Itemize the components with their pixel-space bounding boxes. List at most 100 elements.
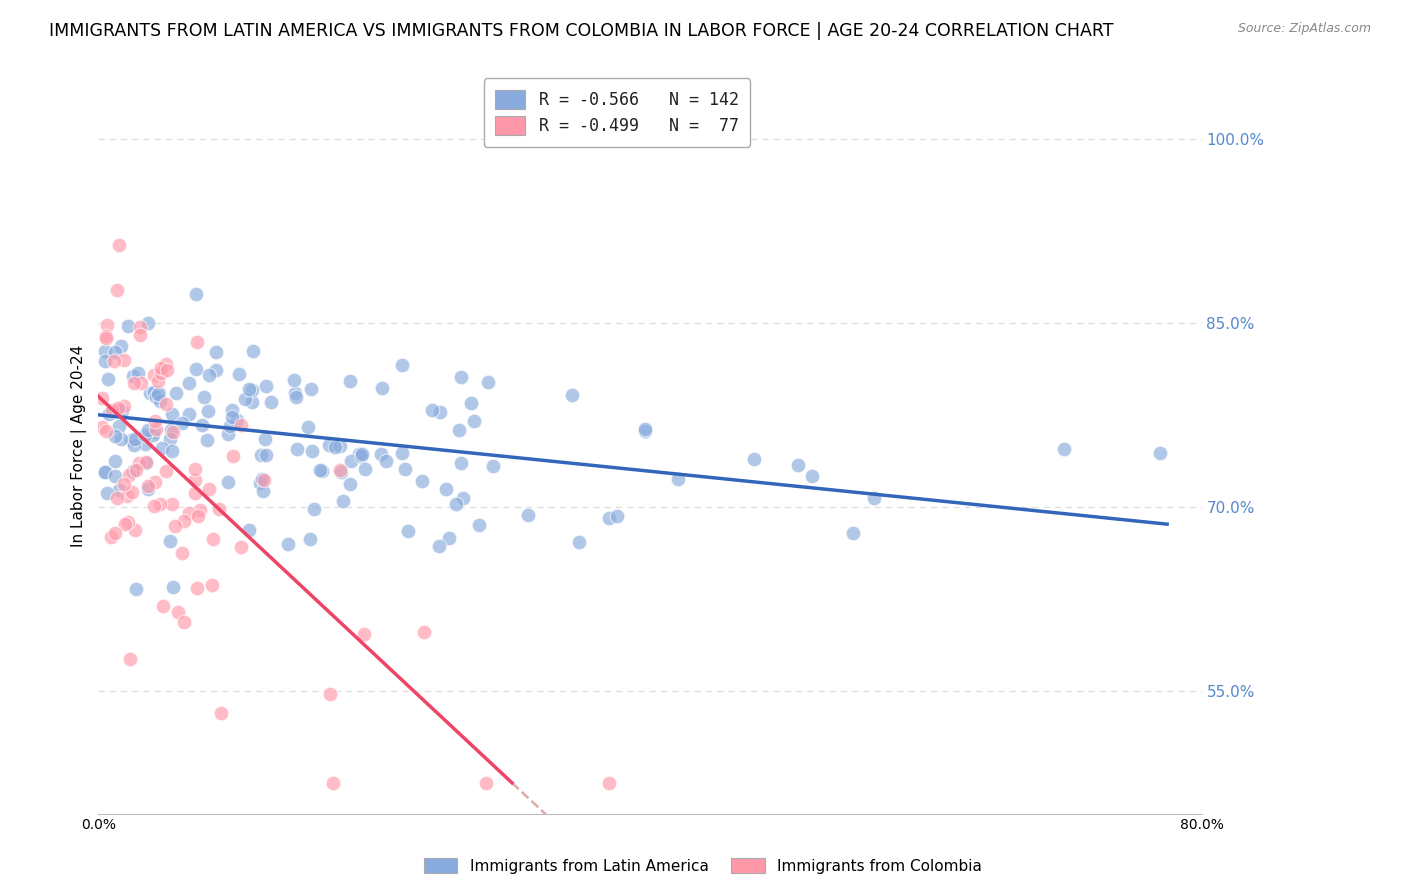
Point bbox=[104, 429, 127, 443]
Point bbox=[96, 485, 118, 500]
Point bbox=[118, 651, 141, 665]
Point bbox=[184, 473, 207, 487]
Point bbox=[146, 387, 169, 401]
Point bbox=[347, 447, 370, 461]
Point bbox=[427, 539, 450, 553]
Point bbox=[186, 334, 208, 349]
Point bbox=[238, 382, 260, 396]
Point bbox=[107, 238, 129, 252]
Point bbox=[105, 491, 128, 506]
Point bbox=[145, 422, 167, 436]
Point bbox=[209, 706, 232, 721]
Point bbox=[143, 414, 166, 428]
Point bbox=[112, 399, 135, 413]
Point bbox=[94, 329, 117, 343]
Point bbox=[339, 374, 361, 388]
Point bbox=[103, 353, 125, 368]
Point bbox=[598, 776, 620, 790]
Point bbox=[481, 458, 503, 473]
Point bbox=[134, 437, 156, 451]
Point bbox=[420, 402, 443, 417]
Point bbox=[121, 465, 143, 479]
Point bbox=[114, 516, 136, 531]
Point bbox=[149, 394, 172, 409]
Point bbox=[186, 362, 208, 376]
Point bbox=[148, 386, 170, 401]
Point bbox=[311, 464, 333, 478]
Point bbox=[229, 418, 252, 433]
Point bbox=[1053, 442, 1076, 457]
Point bbox=[107, 283, 129, 297]
Point bbox=[128, 456, 150, 470]
Point bbox=[463, 414, 485, 428]
Point bbox=[319, 687, 342, 701]
Point bbox=[451, 491, 474, 506]
Point bbox=[353, 626, 375, 640]
Point bbox=[117, 318, 139, 333]
Point bbox=[450, 457, 472, 471]
Point bbox=[159, 534, 181, 549]
Point bbox=[517, 508, 540, 523]
Point bbox=[136, 423, 159, 437]
Point bbox=[112, 353, 135, 368]
Point bbox=[110, 339, 132, 353]
Point bbox=[160, 407, 183, 421]
Point bbox=[371, 381, 394, 395]
Point bbox=[177, 506, 200, 520]
Point bbox=[207, 502, 229, 516]
Point bbox=[197, 482, 219, 496]
Point bbox=[187, 509, 209, 524]
Point bbox=[429, 405, 451, 419]
Point bbox=[112, 477, 135, 491]
Point bbox=[124, 523, 146, 537]
Legend: R = -0.566   N = 142, R = -0.499   N =  77: R = -0.566 N = 142, R = -0.499 N = 77 bbox=[484, 78, 751, 147]
Point bbox=[124, 433, 146, 447]
Point bbox=[287, 442, 309, 457]
Point bbox=[107, 401, 129, 415]
Point bbox=[329, 463, 352, 477]
Point bbox=[666, 472, 689, 486]
Point bbox=[177, 376, 200, 390]
Point bbox=[188, 502, 211, 516]
Point bbox=[250, 448, 273, 462]
Point bbox=[842, 525, 865, 540]
Point bbox=[204, 363, 226, 377]
Point bbox=[198, 368, 221, 383]
Y-axis label: In Labor Force | Age 20-24: In Labor Force | Age 20-24 bbox=[72, 344, 87, 547]
Point bbox=[142, 428, 165, 442]
Point bbox=[561, 387, 583, 401]
Point bbox=[104, 468, 127, 483]
Point bbox=[634, 425, 657, 439]
Point bbox=[449, 423, 471, 437]
Point bbox=[121, 484, 143, 499]
Point bbox=[165, 386, 187, 401]
Point bbox=[115, 489, 138, 503]
Point bbox=[249, 475, 271, 490]
Point bbox=[233, 392, 256, 406]
Point bbox=[150, 366, 173, 380]
Point bbox=[742, 452, 765, 467]
Point bbox=[240, 383, 263, 397]
Point bbox=[201, 578, 224, 592]
Point bbox=[142, 425, 165, 440]
Point bbox=[91, 391, 114, 405]
Point bbox=[129, 328, 152, 343]
Point bbox=[152, 599, 174, 614]
Point bbox=[148, 374, 170, 388]
Point bbox=[191, 418, 214, 433]
Point bbox=[162, 425, 184, 439]
Point bbox=[184, 485, 207, 500]
Point bbox=[787, 458, 810, 473]
Point bbox=[475, 776, 498, 790]
Point bbox=[606, 508, 628, 523]
Point bbox=[136, 479, 159, 493]
Point bbox=[170, 416, 193, 430]
Point bbox=[118, 467, 141, 482]
Point bbox=[634, 422, 657, 436]
Point bbox=[460, 396, 482, 410]
Point bbox=[444, 497, 467, 511]
Point bbox=[197, 404, 219, 418]
Point bbox=[350, 447, 373, 461]
Point bbox=[111, 404, 134, 418]
Point bbox=[340, 454, 363, 468]
